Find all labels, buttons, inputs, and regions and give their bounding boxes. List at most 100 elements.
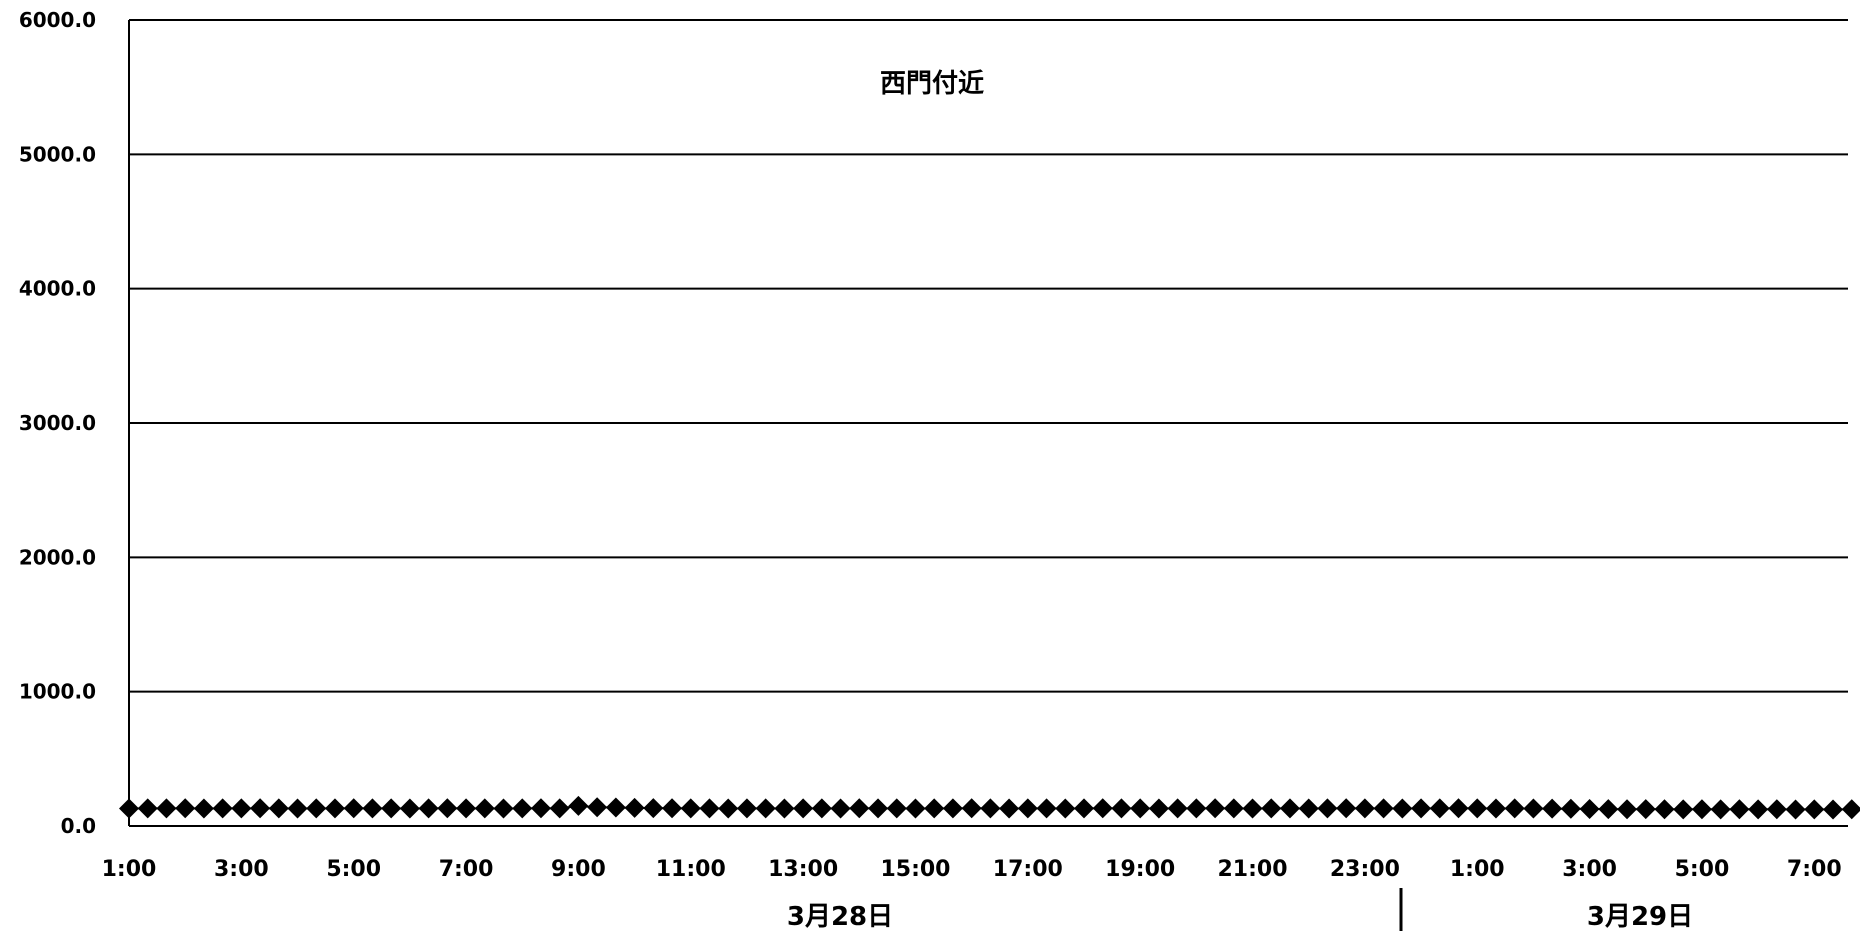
x-tick-label: 17:00 xyxy=(993,857,1063,882)
data-point-marker xyxy=(961,798,982,819)
data-point-marker xyxy=(493,798,514,819)
data-point-marker xyxy=(624,797,645,818)
data-point-marker xyxy=(1804,799,1825,820)
data-point-marker xyxy=(399,798,420,819)
data-point-marker xyxy=(437,798,458,819)
y-axis-tick-labels: 0.0 1000.0 2000.0 3000.0 4000.0 5000.0 6000.0 xyxy=(19,8,96,838)
data-point-marker xyxy=(418,798,439,819)
data-point-marker xyxy=(587,797,608,818)
data-point-marker xyxy=(718,798,739,819)
x-tick-label: 7:00 xyxy=(1787,857,1842,882)
chart-title: 西門付近 xyxy=(880,69,984,99)
data-point-marker xyxy=(193,798,214,819)
data-point-marker xyxy=(1635,799,1656,820)
data-point-marker xyxy=(1617,799,1638,820)
data-point-marker xyxy=(755,798,776,819)
data-point-marker xyxy=(1673,799,1694,820)
y-tick-label: 5000.0 xyxy=(19,142,96,166)
data-point-marker xyxy=(512,798,533,819)
data-point-marker xyxy=(1223,798,1244,819)
data-point-marker xyxy=(324,798,345,819)
y-tick-label: 1000.0 xyxy=(19,680,96,704)
data-point-marker xyxy=(1055,798,1076,819)
data-point-marker xyxy=(793,798,814,819)
data-point-marker xyxy=(1148,798,1169,819)
data-point-marker xyxy=(1448,798,1469,819)
data-point-marker xyxy=(268,798,289,819)
data-point-marker xyxy=(662,798,683,819)
data-point-marker xyxy=(942,798,963,819)
data-point-marker xyxy=(699,798,720,819)
data-point-marker xyxy=(343,798,364,819)
data-point-marker xyxy=(1167,798,1188,819)
data-point-marker xyxy=(868,798,889,819)
data-point-marker xyxy=(287,798,308,819)
data-point-marker xyxy=(643,798,664,819)
x-tick-label: 9:00 xyxy=(551,857,606,882)
data-point-marker xyxy=(811,798,832,819)
data-point-marker xyxy=(530,798,551,819)
data-point-marker xyxy=(1298,798,1319,819)
y-tick-label: 3000.0 xyxy=(19,411,96,435)
x-tick-label: 15:00 xyxy=(880,857,950,882)
data-point-marker xyxy=(362,798,383,819)
data-point-marker xyxy=(137,798,158,819)
x-tick-label: 13:00 xyxy=(768,857,838,882)
data-point-marker xyxy=(456,798,477,819)
data-point-marker xyxy=(568,795,589,816)
data-series xyxy=(119,795,1860,820)
data-point-marker xyxy=(1242,798,1263,819)
data-point-marker xyxy=(1186,798,1207,819)
data-point-marker xyxy=(474,798,495,819)
data-point-marker xyxy=(1748,799,1769,820)
data-point-marker xyxy=(1354,798,1375,819)
data-point-marker xyxy=(1598,799,1619,820)
data-point-marker xyxy=(605,797,626,818)
data-point-marker xyxy=(1691,799,1712,820)
data-point-marker xyxy=(1823,799,1844,820)
x-tick-label: 11:00 xyxy=(656,857,726,882)
data-point-marker xyxy=(1392,798,1413,819)
data-point-marker xyxy=(980,798,1001,819)
data-point-marker xyxy=(231,798,252,819)
data-point-marker xyxy=(1467,798,1488,819)
data-point-marker xyxy=(175,798,196,819)
data-point-marker xyxy=(1111,798,1132,819)
data-point-marker xyxy=(736,798,757,819)
x-tick-label: 1:00 xyxy=(1450,857,1505,882)
data-point-marker xyxy=(1261,798,1282,819)
data-point-marker xyxy=(1523,798,1544,819)
x-tick-label: 21:00 xyxy=(1218,857,1288,882)
data-point-marker xyxy=(381,798,402,819)
x-axis-tick-labels: 1:00 3:00 5:00 7:00 9:00 11:00 13:00 15:00 17:00… xyxy=(102,857,1842,882)
date-label: 3月29日 xyxy=(1587,902,1693,931)
data-point-marker xyxy=(886,798,907,819)
data-point-marker xyxy=(1579,798,1600,819)
data-point-marker xyxy=(999,798,1020,819)
x-tick-label: 3:00 xyxy=(1562,857,1617,882)
x-tick-label: 19:00 xyxy=(1105,857,1175,882)
date-labels: 3月28日 3月29日 xyxy=(787,902,1693,931)
data-point-marker xyxy=(250,798,271,819)
data-point-marker xyxy=(1729,799,1750,820)
data-point-marker xyxy=(830,798,851,819)
x-tick-label: 5:00 xyxy=(1675,857,1730,882)
x-tick-label: 5:00 xyxy=(326,857,381,882)
data-point-marker xyxy=(1485,798,1506,819)
data-point-marker xyxy=(1710,799,1731,820)
grid-lines xyxy=(129,19,1848,827)
data-point-marker xyxy=(1279,798,1300,819)
y-tick-label: 6000.0 xyxy=(19,8,96,32)
x-tick-label: 3:00 xyxy=(214,857,269,882)
y-tick-label: 0.0 xyxy=(61,814,96,838)
data-point-marker xyxy=(905,798,926,819)
data-point-marker xyxy=(1766,799,1787,820)
data-point-marker xyxy=(774,798,795,819)
x-tick-label: 7:00 xyxy=(439,857,494,882)
data-point-marker xyxy=(1429,798,1450,819)
data-point-marker xyxy=(1654,799,1675,820)
data-point-marker xyxy=(1542,798,1563,819)
data-point-marker xyxy=(1074,798,1094,819)
data-point-marker xyxy=(1205,798,1226,819)
data-point-marker xyxy=(1092,798,1113,819)
